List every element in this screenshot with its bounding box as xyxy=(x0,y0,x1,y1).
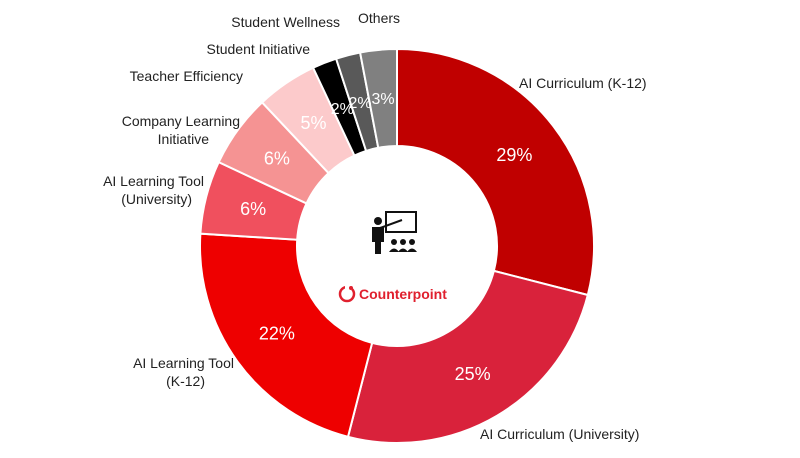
category-labels: AI Curriculum (K-12) AI Curriculum (Univ… xyxy=(103,10,647,442)
counterpoint-brand-text: Counterpoint xyxy=(359,286,447,302)
pct-label-ai-learning-tool-k-12: 22% xyxy=(259,323,295,343)
label-ai-learning-tool-k12-line1: AI Learning Tool xyxy=(133,355,234,371)
pct-label-teacher-efficiency: 5% xyxy=(301,113,327,133)
label-ai-learning-tool-university-line2: (University) xyxy=(121,191,192,207)
slice-ai-curriculum-university xyxy=(346,269,590,444)
label-student-wellness: Student Wellness xyxy=(231,14,340,30)
label-ai-learning-tool-k12-line2: (K-12) xyxy=(166,373,205,389)
label-teacher-efficiency: Teacher Efficiency xyxy=(130,68,243,84)
pct-label-student-initiative: 2% xyxy=(331,101,354,118)
counterpoint-logo-icon xyxy=(338,284,356,303)
pct-label-ai-curriculum-university: 25% xyxy=(455,364,491,384)
pct-label-company-learning-initiative: 6% xyxy=(264,149,290,169)
slice-ai-learning-tool-k-12 xyxy=(199,232,374,439)
label-ai-curriculum-k12: AI Curriculum (K-12) xyxy=(519,75,647,91)
label-student-initiative: Student Initiative xyxy=(206,41,310,57)
teacher-presentation-icon xyxy=(372,211,417,254)
percent-labels: 29%25%22%6%6%5%2%2% 3% xyxy=(240,91,532,384)
donut-slices xyxy=(199,47,595,444)
label-company-learning-line2: Initiative xyxy=(158,131,210,147)
pct-label-others: 3% xyxy=(371,91,394,108)
pct-label-student-wellness: 2% xyxy=(349,95,372,112)
slice-ai-curriculum-k-12 xyxy=(396,47,595,297)
pct-label-ai-learning-tool-university: 6% xyxy=(240,199,266,219)
label-others: Others xyxy=(358,10,400,26)
label-company-learning-line1: Company Learning xyxy=(122,113,240,129)
counterpoint-logo: Counterpoint xyxy=(338,284,447,303)
pct-label-ai-curriculum-k-12: 29% xyxy=(496,145,532,165)
label-ai-curriculum-university: AI Curriculum (University) xyxy=(480,426,639,442)
label-ai-learning-tool-university-line1: AI Learning Tool xyxy=(103,173,204,189)
slice-others xyxy=(358,47,398,149)
